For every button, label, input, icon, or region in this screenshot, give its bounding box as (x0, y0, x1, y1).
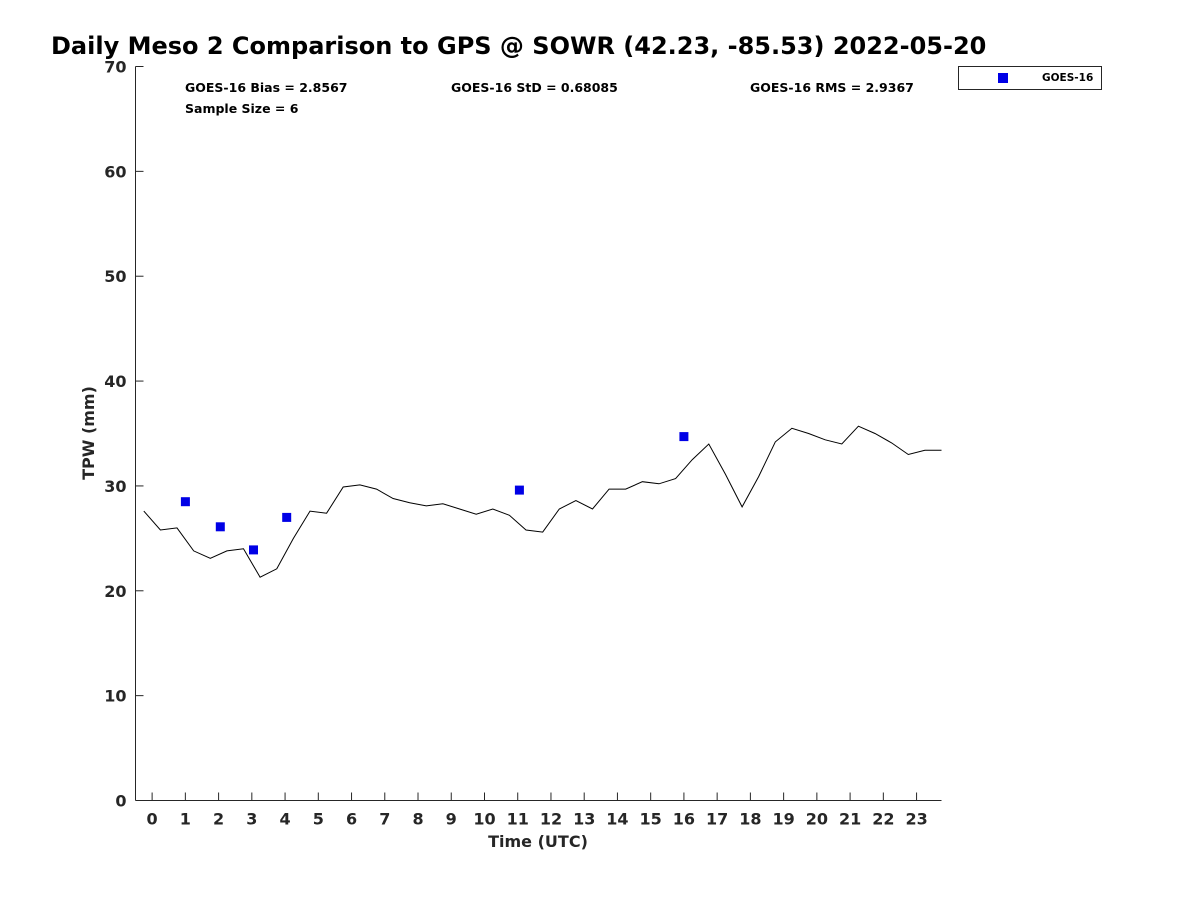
x-tick-label: 6 (346, 810, 357, 829)
x-tick-label: 18 (739, 810, 761, 829)
goes-point (282, 512, 292, 522)
legend: GOES-16 (958, 66, 1102, 90)
x-tick-label: 9 (446, 810, 457, 829)
x-tick-label: 2 (213, 810, 224, 829)
x-tick-label: 0 (147, 810, 158, 829)
goes-series (180, 432, 689, 555)
goes-point (180, 497, 190, 507)
chart-title: Daily Meso 2 Comparison to GPS @ SOWR (4… (51, 32, 986, 60)
y-tick-label: 70 (104, 58, 126, 77)
x-tick-label: 4 (279, 810, 290, 829)
bias-stat: GOES-16 Bias = 2.8567 (185, 80, 347, 95)
x-tick-label: 7 (379, 810, 390, 829)
x-axis-label: Time (UTC) (488, 832, 588, 851)
y-tick-label: 10 (104, 687, 126, 706)
legend-marker (998, 73, 1008, 83)
y-tick-label: 50 (104, 267, 126, 286)
x-tick-label: 11 (507, 810, 529, 829)
x-tick-label: 15 (640, 810, 662, 829)
goes-point (249, 545, 258, 555)
y-tick-label: 0 (115, 792, 126, 811)
y-tick-label: 30 (104, 477, 126, 496)
x-tick-label: 8 (412, 810, 423, 829)
x-tick-label: 16 (673, 810, 695, 829)
x-ticks: 0 1 2 3 4 5 6 7 8 9 10 11 12 13 14 15 16 17 18 19 20 21 22 23 (147, 792, 928, 829)
gps-line (143, 425, 942, 578)
x-tick-label: 14 (606, 810, 628, 829)
y-tick-label: 60 (104, 162, 126, 181)
legend-label: GOES-16 (1042, 72, 1093, 84)
x-tick-label: 19 (772, 810, 794, 829)
x-tick-label: 21 (839, 810, 861, 829)
x-tick-label: 12 (540, 810, 562, 829)
x-tick-label: 5 (313, 810, 324, 829)
x-tick-label: 3 (246, 810, 257, 829)
sample-size-stat: Sample Size = 6 (185, 101, 299, 116)
x-tick-label: 10 (473, 810, 495, 829)
x-tick-label: 13 (573, 810, 595, 829)
goes-point (514, 485, 524, 495)
std-stat: GOES-16 StD = 0.68085 (451, 80, 618, 95)
x-tick-label: 17 (706, 810, 728, 829)
y-ticks: 0 10 20 30 40 50 60 70 (104, 58, 144, 811)
x-tick-label: 23 (905, 810, 927, 829)
goes-point (215, 522, 225, 532)
rms-stat: GOES-16 RMS = 2.9367 (750, 80, 914, 95)
legend-box (958, 66, 1102, 90)
goes-point (679, 432, 689, 442)
axes (135, 66, 942, 801)
gps-series (143, 425, 942, 578)
x-tick-label: 22 (872, 810, 894, 829)
x-tick-label: 1 (180, 810, 191, 829)
y-tick-label: 40 (104, 372, 126, 391)
y-tick-label: 20 (104, 582, 126, 601)
x-tick-label: 20 (806, 810, 828, 829)
y-axis-label: TPW (mm) (79, 386, 98, 480)
